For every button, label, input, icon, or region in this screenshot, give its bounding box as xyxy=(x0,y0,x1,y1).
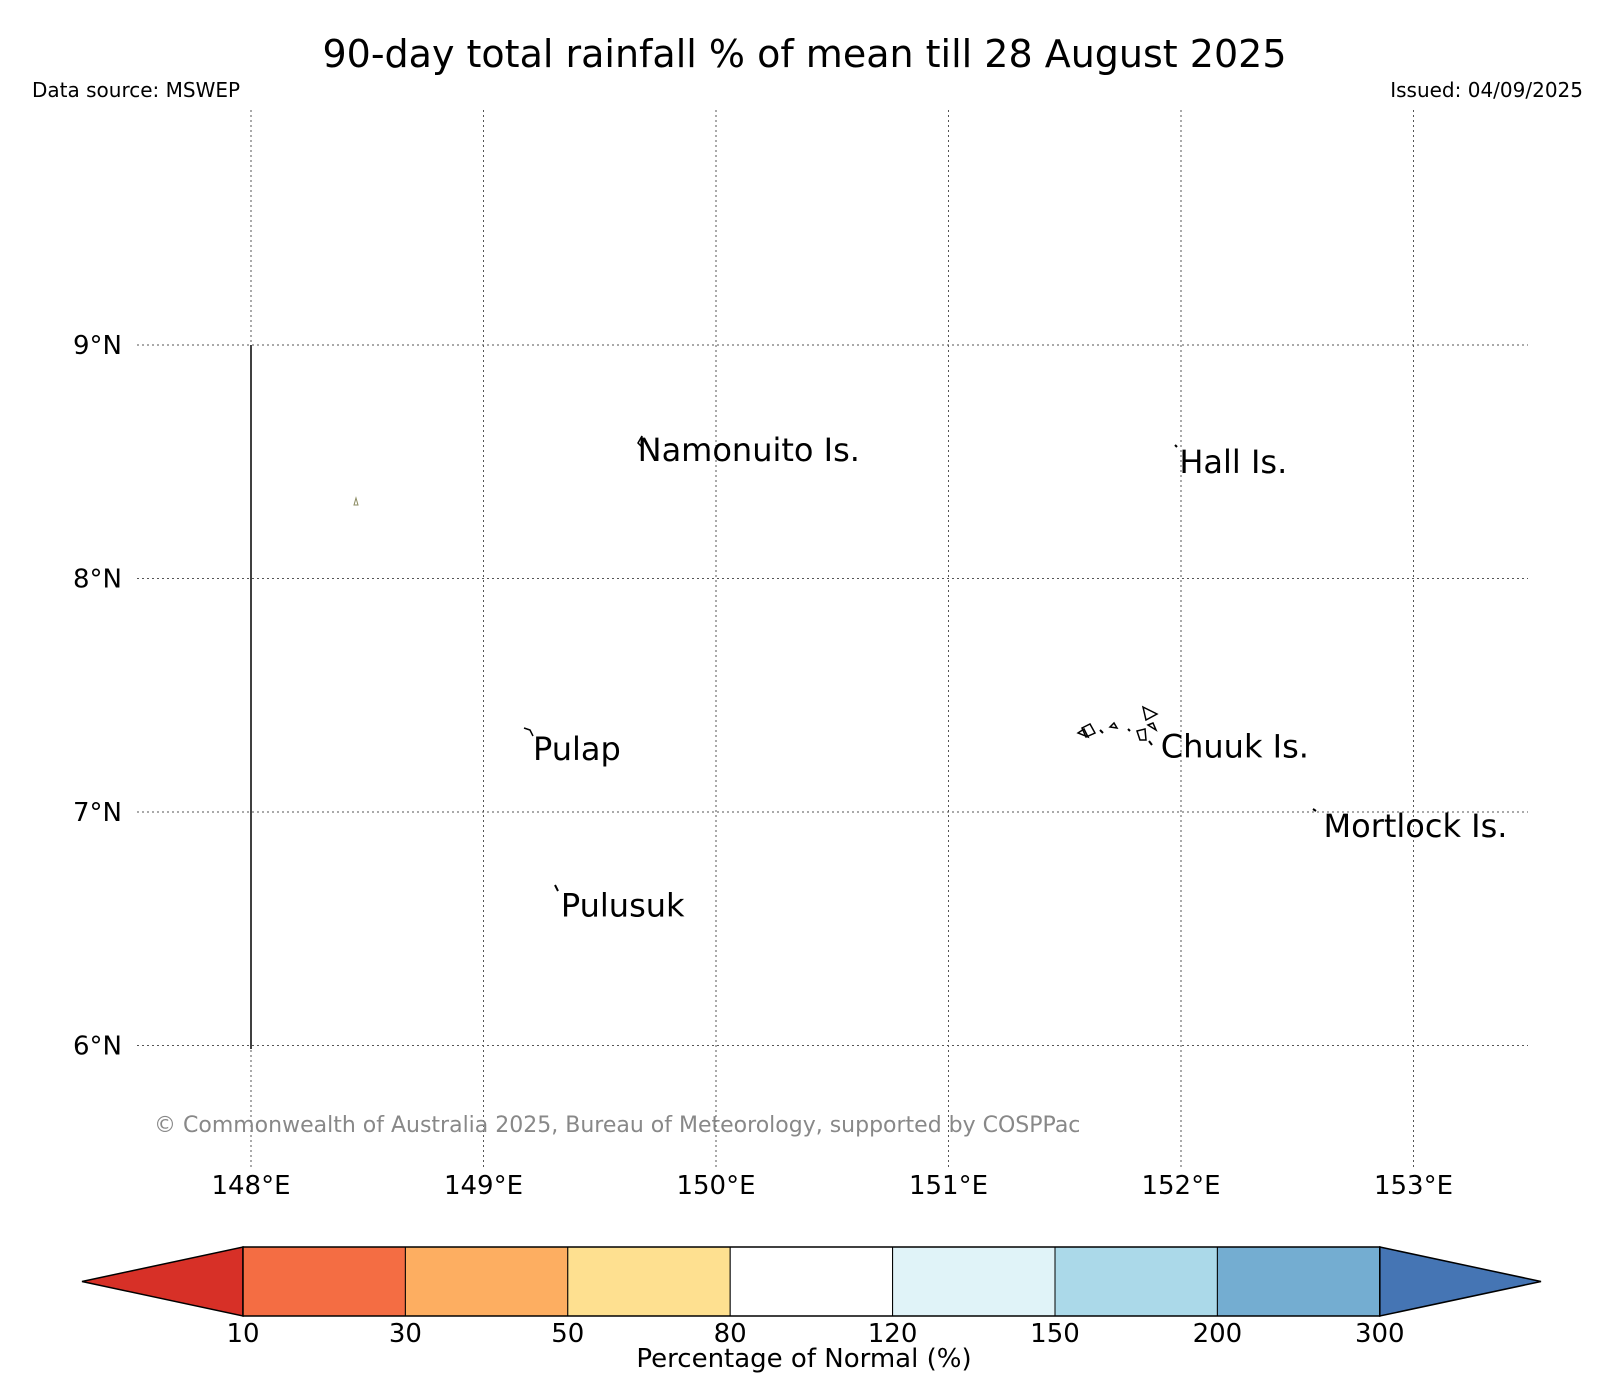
hall-island-shape xyxy=(1174,444,1178,448)
colorbar-extend-high xyxy=(1379,1246,1542,1317)
colorbar-tick-label: 10 xyxy=(226,1319,259,1349)
mortlock-island-shape xyxy=(1312,808,1317,812)
copyright-notice: © Commonwealth of Australia 2025, Bureau… xyxy=(154,1113,1080,1138)
issued-date-label: Issued: 04/09/2025 xyxy=(1390,78,1583,102)
latitude-tick-label: 6°N xyxy=(73,1032,122,1062)
pulap-island-shape xyxy=(523,727,534,737)
place-label: Chuuk Is. xyxy=(1161,728,1309,766)
place-labels: Namonuito Is. Hall Is. Pulap Chuuk Is. Mortl… xyxy=(533,431,1507,924)
longitude-tick-label: 150°E xyxy=(676,1171,755,1201)
place-label: Mortlock Is. xyxy=(1324,807,1508,845)
colorbar-segment xyxy=(1216,1246,1381,1317)
latitude-tick-label: 7°N xyxy=(73,798,122,828)
namonuito-island-shape xyxy=(637,435,643,448)
place-label: Hall Is. xyxy=(1179,443,1287,481)
colorbar-tick-label: 300 xyxy=(1355,1319,1405,1349)
map-title: 90-day total rainfall % of mean till 28 … xyxy=(322,32,1287,76)
latitude-tick-label: 9°N xyxy=(73,331,122,361)
colorbar-tick-label: 200 xyxy=(1193,1319,1243,1349)
longitude-tick-label: 149°E xyxy=(444,1171,523,1201)
place-label: Pulap xyxy=(533,730,621,768)
colorbar-tick-label: 50 xyxy=(551,1319,584,1349)
graticule xyxy=(137,110,1528,1168)
place-label: Pulusuk xyxy=(561,886,685,924)
longitude-labels: 148°E 149°E 150°E 151°E 152°E 153°E xyxy=(211,1171,1453,1201)
small-island-shape xyxy=(353,496,359,506)
data-source-label: Data source: MSWEP xyxy=(32,78,241,102)
colorbar-tick-label: 120 xyxy=(868,1319,918,1349)
colorbar: 10 30 50 80 120 150 200 300 xyxy=(81,1246,1542,1349)
latitude-labels: 9°N 8°N 7°N 6°N xyxy=(73,331,122,1062)
colorbar-title: Percentage of Normal (%) xyxy=(636,1344,971,1374)
colorbar-segment xyxy=(242,1246,406,1317)
place-label: Namonuito Is. xyxy=(638,431,860,469)
colorbar-segment xyxy=(892,1246,1056,1317)
colorbar-segment xyxy=(1054,1246,1218,1317)
longitude-tick-label: 148°E xyxy=(211,1171,290,1201)
colorbar-segment xyxy=(729,1246,894,1317)
island-outlines xyxy=(353,435,1317,892)
colorbar-segment xyxy=(404,1246,569,1317)
colorbar-extend-low xyxy=(81,1246,244,1317)
pulusuk-island-shape xyxy=(554,884,559,892)
longitude-tick-label: 153°E xyxy=(1374,1171,1453,1201)
latitude-tick-label: 8°N xyxy=(73,565,122,595)
colorbar-tick-label: 150 xyxy=(1030,1319,1080,1349)
longitude-tick-label: 151°E xyxy=(909,1171,988,1201)
colorbar-tick-label: 30 xyxy=(389,1319,422,1349)
chuuk-lagoon-shapes xyxy=(1076,705,1159,746)
colorbar-segment xyxy=(567,1246,731,1317)
colorbar-outline xyxy=(242,1246,1381,1317)
colorbar-tick-label: 80 xyxy=(714,1319,747,1349)
longitude-tick-label: 152°E xyxy=(1141,1171,1220,1201)
